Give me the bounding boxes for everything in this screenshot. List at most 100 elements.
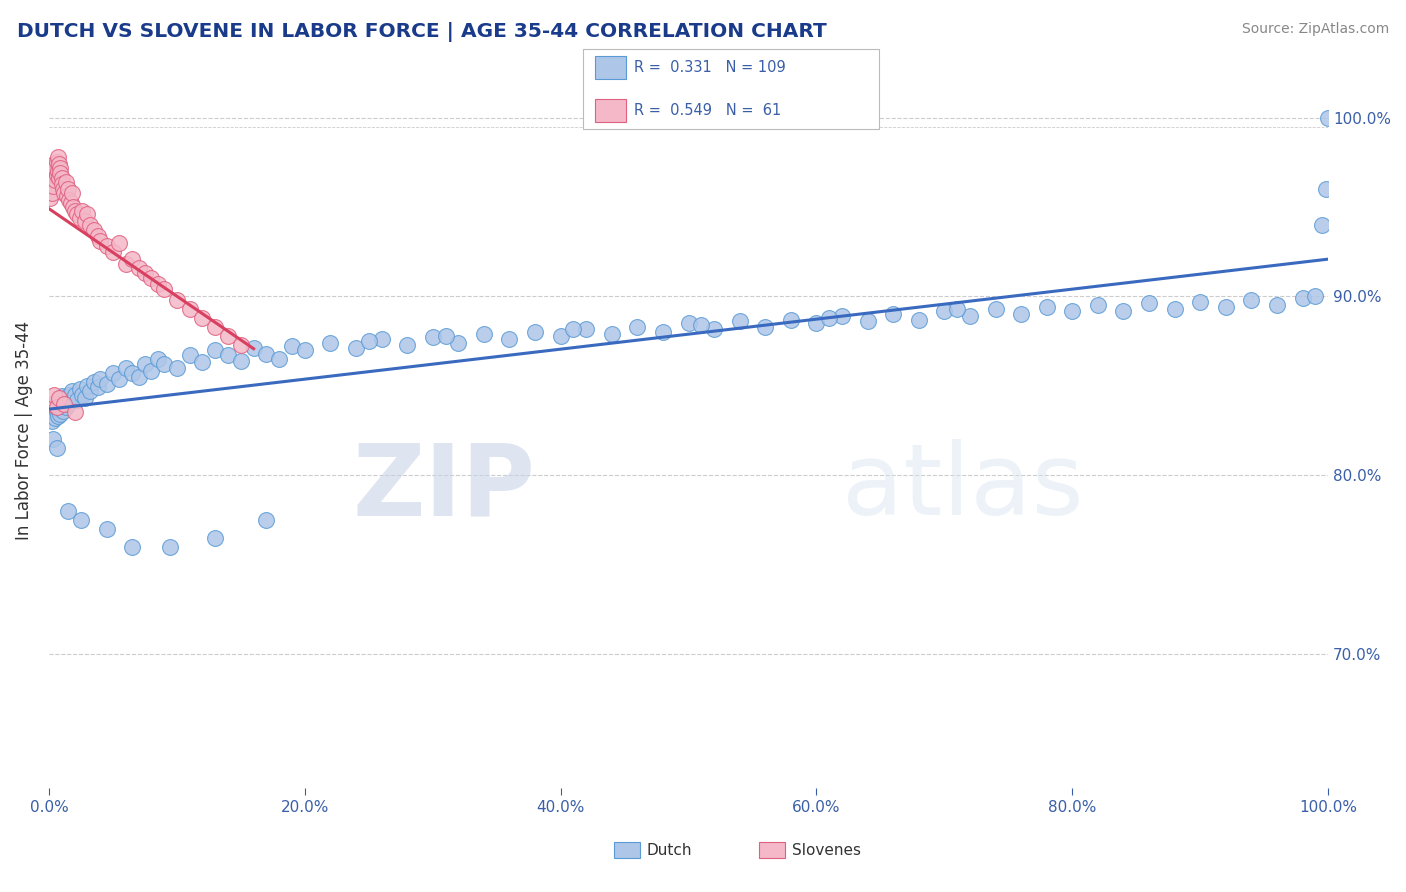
Point xyxy=(600,326,623,341)
Point xyxy=(121,540,143,554)
Point xyxy=(678,316,700,330)
Point xyxy=(101,244,124,259)
Point xyxy=(984,301,1007,316)
Point xyxy=(53,394,76,409)
Point xyxy=(48,157,70,171)
Point xyxy=(45,403,67,417)
Point xyxy=(959,309,981,323)
Point xyxy=(56,396,79,410)
Point xyxy=(58,193,80,207)
Point xyxy=(575,321,598,335)
Point xyxy=(55,400,77,414)
Point xyxy=(121,366,143,380)
Point xyxy=(70,387,93,401)
Point xyxy=(48,171,70,186)
Point xyxy=(1291,291,1313,305)
Point xyxy=(45,400,67,414)
Point xyxy=(1317,111,1340,125)
Point xyxy=(946,301,969,316)
Point xyxy=(1240,293,1263,307)
Point xyxy=(882,307,904,321)
Point xyxy=(46,394,69,409)
Point xyxy=(370,332,392,346)
Point xyxy=(1265,298,1288,312)
Point xyxy=(53,396,76,410)
Point xyxy=(73,391,96,405)
Point xyxy=(128,260,150,275)
Point xyxy=(191,355,214,369)
Point xyxy=(524,325,547,339)
Point xyxy=(728,314,751,328)
Point xyxy=(51,171,73,186)
Point xyxy=(434,328,457,343)
Point xyxy=(690,318,713,332)
Text: Slovenes: Slovenes xyxy=(792,843,860,857)
Point xyxy=(703,321,725,335)
Point xyxy=(44,410,66,425)
Point xyxy=(41,414,63,428)
Point xyxy=(254,346,277,360)
Point xyxy=(562,321,585,335)
Point xyxy=(51,398,73,412)
Point xyxy=(46,150,69,164)
Point xyxy=(831,309,853,323)
Point xyxy=(41,173,63,187)
Point xyxy=(53,186,76,200)
Point xyxy=(1112,303,1135,318)
Point xyxy=(51,177,73,191)
Point xyxy=(281,339,304,353)
Point xyxy=(153,357,176,371)
Point xyxy=(69,211,91,225)
Point xyxy=(652,325,675,339)
Point xyxy=(108,371,131,385)
Text: DUTCH VS SLOVENE IN LABOR FORCE | AGE 35-44 CORRELATION CHART: DUTCH VS SLOVENE IN LABOR FORCE | AGE 35… xyxy=(17,22,827,42)
Point xyxy=(42,387,65,401)
Point xyxy=(128,369,150,384)
Point xyxy=(49,166,72,180)
Point xyxy=(254,513,277,527)
Point xyxy=(217,328,239,343)
Point xyxy=(780,312,803,326)
Point xyxy=(114,360,136,375)
Point xyxy=(59,196,82,211)
Point xyxy=(179,301,201,316)
Point xyxy=(83,375,105,389)
Point xyxy=(56,391,79,405)
Text: Dutch: Dutch xyxy=(647,843,692,857)
Point xyxy=(818,310,841,325)
Point xyxy=(46,164,69,178)
Point xyxy=(42,405,65,419)
Point xyxy=(217,348,239,362)
Point xyxy=(45,168,67,182)
Point xyxy=(1087,298,1109,312)
Point xyxy=(229,353,252,368)
Point xyxy=(41,396,63,410)
Point xyxy=(550,328,572,343)
Point xyxy=(1310,218,1333,232)
Text: atlas: atlas xyxy=(842,439,1084,536)
Y-axis label: In Labor Force | Age 35-44: In Labor Force | Age 35-44 xyxy=(15,321,32,540)
Point xyxy=(42,178,65,193)
Point xyxy=(204,531,226,545)
Point xyxy=(101,366,124,380)
Point xyxy=(242,341,264,355)
Point xyxy=(1035,300,1057,314)
Point xyxy=(76,378,98,392)
Point xyxy=(56,189,79,203)
Point xyxy=(447,335,470,350)
Point xyxy=(357,334,380,348)
Text: ZIP: ZIP xyxy=(352,439,536,536)
Point xyxy=(1163,301,1185,316)
Point xyxy=(344,341,367,355)
Point xyxy=(52,182,75,196)
Point xyxy=(73,214,96,228)
Point xyxy=(39,191,62,205)
Point xyxy=(141,271,163,285)
Point xyxy=(52,403,75,417)
Point xyxy=(1315,182,1337,196)
Point xyxy=(66,392,89,407)
Point xyxy=(42,168,65,182)
Point xyxy=(39,182,62,196)
Point xyxy=(66,207,89,221)
Point xyxy=(70,513,93,527)
